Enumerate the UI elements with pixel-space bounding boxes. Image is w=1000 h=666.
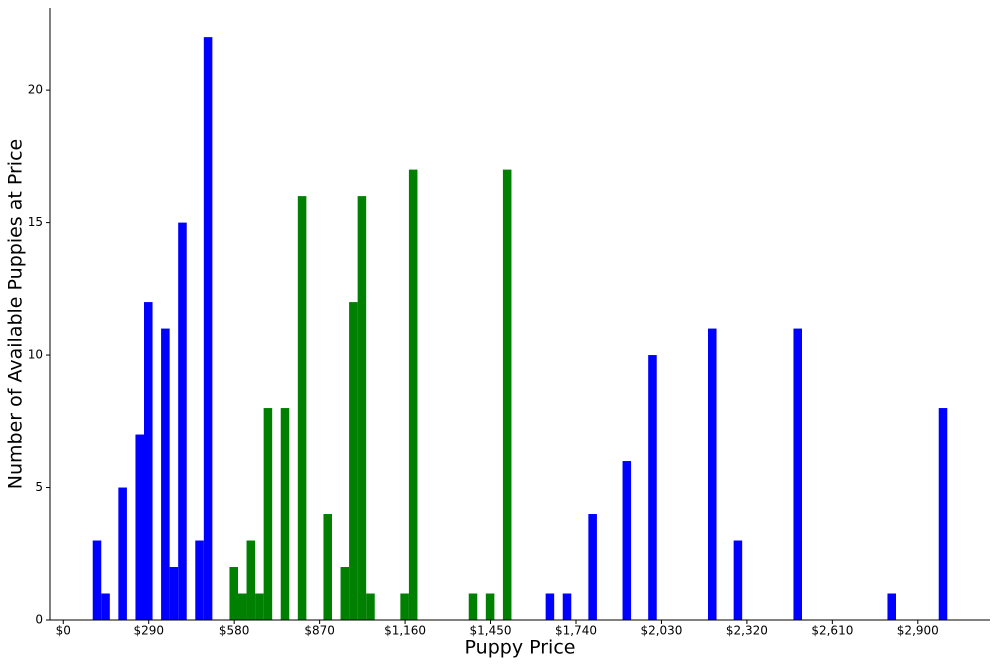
bar xyxy=(195,540,204,620)
bar xyxy=(562,593,572,620)
bar xyxy=(340,567,350,620)
x-tick-label: $2,030 xyxy=(640,624,682,638)
bar xyxy=(502,169,512,620)
x-tick-label: $580 xyxy=(219,624,250,638)
bar xyxy=(178,222,187,620)
bar xyxy=(366,593,375,620)
x-tick-label: $1,740 xyxy=(555,624,597,638)
bar xyxy=(887,593,896,620)
y-tick-label: 5 xyxy=(35,480,43,494)
bar xyxy=(733,540,743,620)
bar xyxy=(118,487,127,620)
bar xyxy=(203,37,213,620)
bar xyxy=(545,593,555,620)
y-tick-label: 10 xyxy=(28,348,43,362)
x-tick-label: $870 xyxy=(304,624,335,638)
bar xyxy=(169,567,179,620)
x-tick-label: $290 xyxy=(133,624,164,638)
bar xyxy=(238,593,247,620)
bar xyxy=(229,567,238,620)
bar xyxy=(280,408,290,620)
bar xyxy=(408,169,418,620)
bar xyxy=(101,593,110,620)
x-tick-label: $1,160 xyxy=(384,624,426,638)
y-tick-label: 15 xyxy=(28,215,43,229)
y-tick-label: 20 xyxy=(28,83,43,97)
x-tick-label: $2,610 xyxy=(811,624,853,638)
bar xyxy=(255,593,264,620)
bar xyxy=(648,355,657,620)
bar xyxy=(323,514,332,620)
bar xyxy=(400,593,409,620)
bar xyxy=(144,302,153,620)
bar xyxy=(246,540,256,620)
bar xyxy=(135,434,144,620)
bar xyxy=(793,328,802,620)
bar xyxy=(161,328,170,620)
x-axis-title: Puppy Price xyxy=(465,637,576,659)
bar xyxy=(297,196,307,621)
bar xyxy=(357,196,367,621)
x-tick-label: $2,900 xyxy=(897,624,939,638)
y-tick-label: 0 xyxy=(35,613,43,627)
bar xyxy=(349,302,358,620)
bar xyxy=(622,461,632,620)
x-tick-label: $0 xyxy=(56,624,71,638)
bar xyxy=(485,593,495,620)
bar xyxy=(263,408,273,620)
bar xyxy=(708,328,717,620)
bar xyxy=(92,540,102,620)
bar xyxy=(938,408,948,620)
y-axis-title: Number of Available Puppies at Price xyxy=(5,139,27,489)
bar xyxy=(468,593,478,620)
x-tick-label: $1,450 xyxy=(470,624,512,638)
bar xyxy=(588,514,597,620)
x-tick-label: $2,320 xyxy=(726,624,768,638)
